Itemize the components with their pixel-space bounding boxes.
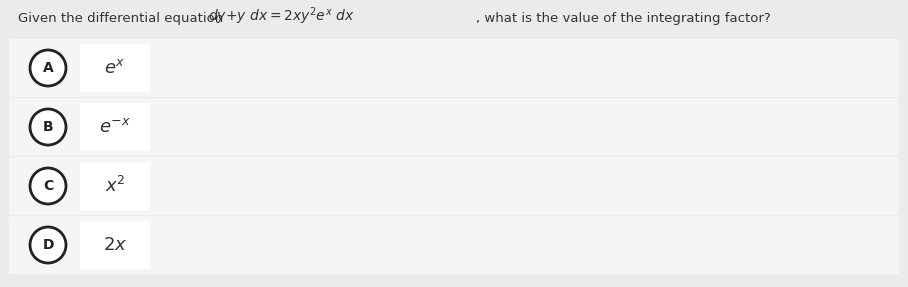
FancyBboxPatch shape (80, 103, 150, 151)
FancyBboxPatch shape (9, 98, 899, 156)
FancyBboxPatch shape (9, 157, 899, 215)
FancyBboxPatch shape (9, 216, 899, 274)
Text: $2x$: $2x$ (103, 236, 127, 254)
Text: B: B (43, 120, 54, 134)
Text: $e^x$: $e^x$ (104, 59, 125, 77)
Text: $x^2$: $x^2$ (104, 176, 125, 196)
Circle shape (30, 50, 66, 86)
Circle shape (30, 168, 66, 204)
FancyBboxPatch shape (80, 221, 150, 269)
Text: A: A (43, 61, 54, 75)
Text: Given the differential equation: Given the differential equation (18, 12, 228, 25)
Circle shape (30, 227, 66, 263)
Text: , what is the value of the integrating factor?: , what is the value of the integrating f… (476, 12, 771, 25)
FancyBboxPatch shape (80, 162, 150, 210)
Circle shape (30, 109, 66, 145)
Text: $e^{-x}$: $e^{-x}$ (99, 118, 131, 136)
FancyBboxPatch shape (80, 44, 150, 92)
Text: D: D (43, 238, 54, 252)
Text: $\it{dy}$$+y\ dx=2xy^2e^x\ dx$: $\it{dy}$$+y\ dx=2xy^2e^x\ dx$ (208, 5, 355, 27)
FancyBboxPatch shape (9, 39, 899, 97)
Text: C: C (43, 179, 54, 193)
